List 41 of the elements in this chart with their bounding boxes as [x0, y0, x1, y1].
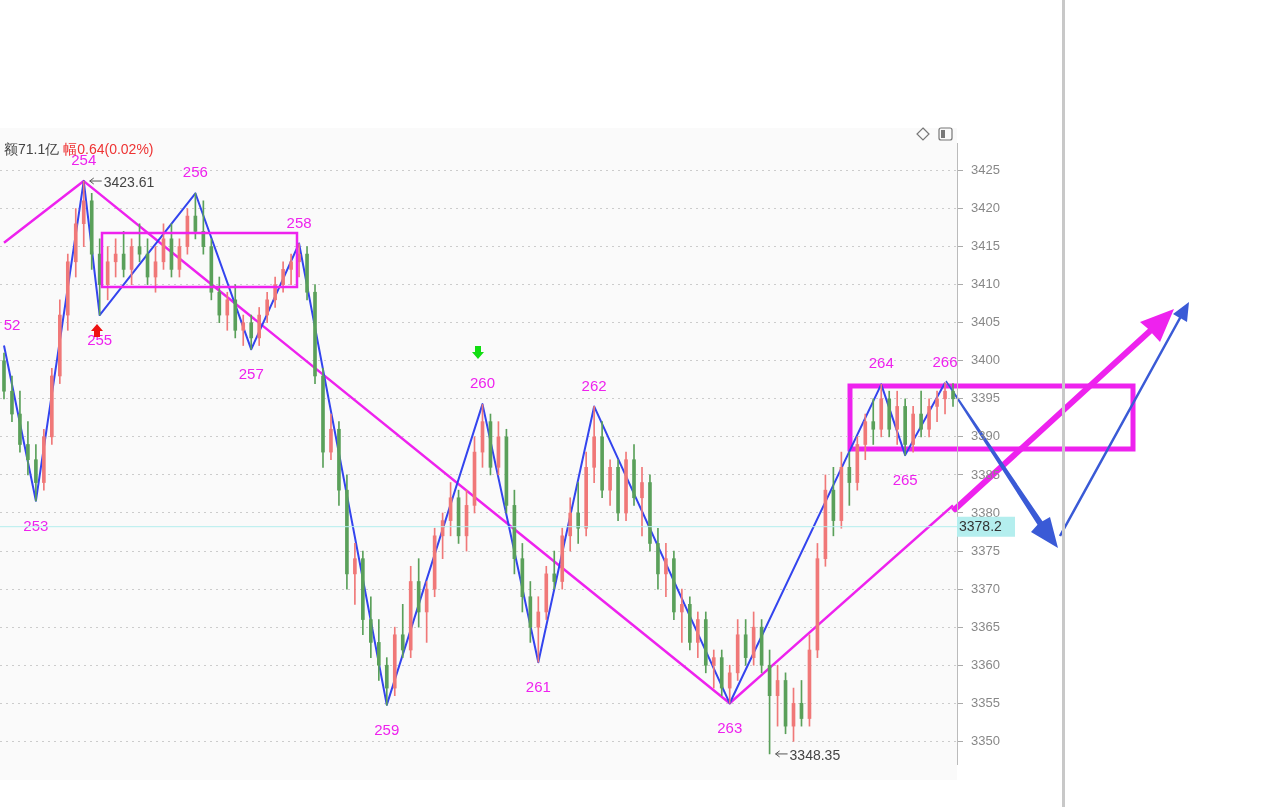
candlestick	[536, 596, 541, 663]
annotation: 257	[238, 365, 264, 383]
annotation: 253	[23, 516, 49, 534]
y-tick-label: 3360	[971, 656, 1000, 672]
annotation: 52	[3, 315, 21, 333]
y-tick-label: 3420	[971, 200, 1000, 216]
annotation: 265	[892, 471, 918, 489]
y-tick-label: 3405	[971, 314, 1000, 330]
annotation: 256	[182, 163, 208, 181]
y-tick-label: 3350	[971, 732, 1000, 748]
y-tick-label: 3355	[971, 694, 1000, 710]
y-tick-label: 3400	[971, 352, 1000, 368]
candlestick	[576, 482, 581, 544]
candlestick	[943, 382, 947, 415]
candlestick	[680, 588, 684, 643]
y-tick-label: 3370	[971, 580, 1000, 596]
annotation: 3348.35	[789, 746, 841, 763]
y-tick-label: 3380	[971, 504, 1000, 520]
annotation: 3423.61	[103, 173, 155, 190]
annotation: 额71.1亿	[4, 141, 60, 157]
y-tick-label: 3415	[971, 238, 1000, 254]
annotation: 264	[868, 354, 894, 372]
candlestick	[640, 466, 644, 537]
y-tick-label: 3425	[971, 162, 1000, 178]
annotation: 261	[525, 678, 551, 696]
annotation: 258	[286, 213, 312, 231]
annotation: 260	[469, 374, 495, 392]
candlestick	[871, 398, 876, 445]
annotation: 262	[581, 376, 607, 394]
annotation: 266	[932, 352, 958, 370]
candlestick	[711, 649, 716, 689]
candlestick	[353, 543, 357, 605]
y-tick-label: 3395	[971, 390, 1000, 406]
y-tick-label: 3410	[971, 276, 1000, 292]
annotation: 259	[374, 720, 400, 738]
candlestick	[552, 550, 557, 590]
y-tick-label: 3375	[971, 542, 1000, 558]
annotation: 263	[717, 719, 743, 737]
y-tick-label: 3365	[971, 618, 1000, 634]
annotation: 255	[87, 331, 113, 349]
ref-line-label: 3378.2	[959, 517, 1003, 534]
